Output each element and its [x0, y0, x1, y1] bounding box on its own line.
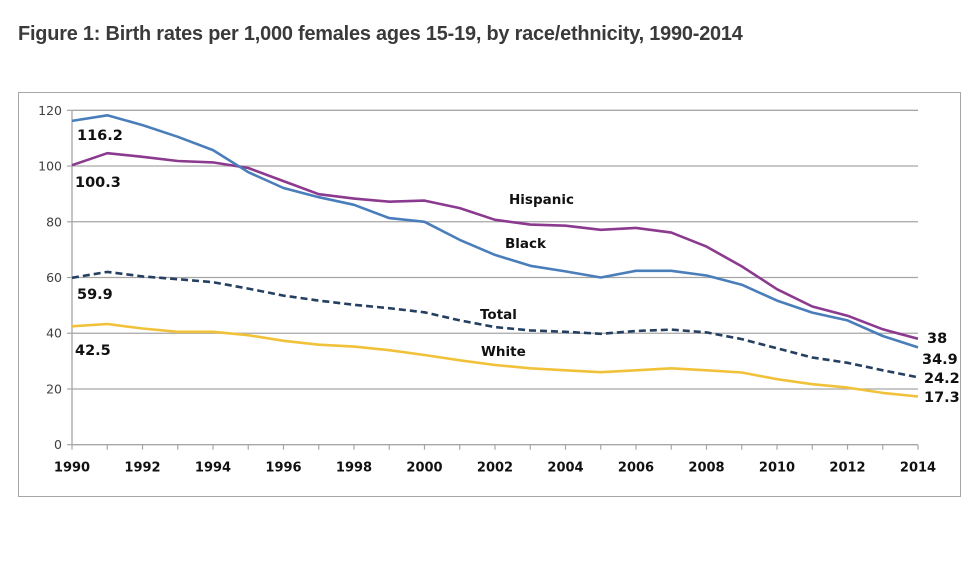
x-tick-label: 2014 — [900, 461, 936, 476]
series-line-black — [71, 114, 919, 349]
end-label-hispanic: 38 — [927, 331, 947, 347]
x-tick-label: 2012 — [829, 461, 865, 476]
series-label-white: White — [481, 344, 526, 360]
x-tick-label: 2002 — [477, 461, 513, 476]
series-label-total: Total — [480, 307, 517, 323]
x-tick-label: 1996 — [265, 461, 301, 476]
x-tick-label: 1998 — [336, 461, 372, 476]
x-tick-label: 2008 — [688, 461, 724, 476]
x-tick-label: 1990 — [54, 461, 90, 476]
figure-title: Figure 1: Birth rates per 1,000 females … — [18, 22, 743, 45]
x-tick-label: 2006 — [618, 461, 654, 476]
x-tick-label: 2004 — [547, 461, 583, 476]
y-tick-label: 100 — [38, 159, 62, 174]
series-line-hispanic — [71, 151, 919, 341]
y-tick-label: 20 — [46, 381, 62, 396]
y-tick-label: 80 — [46, 214, 62, 229]
start-label-hispanic: 100.3 — [75, 175, 121, 191]
start-label-white: 42.5 — [75, 343, 111, 359]
annotations: 116.2 100.3 59.9 42.5 38 34.9 24.2 17.3 … — [75, 128, 960, 406]
x-tick-label: 2010 — [759, 461, 795, 476]
gridlines — [72, 109, 918, 390]
series-line-total — [71, 270, 919, 379]
x-tick-label: 2000 — [406, 461, 442, 476]
end-label-white: 17.3 — [924, 390, 960, 406]
y-tick-label: 40 — [46, 326, 62, 341]
x-tick-label: 1994 — [195, 461, 231, 476]
start-label-total: 59.9 — [77, 287, 113, 303]
series-label-hispanic: Hispanic — [509, 192, 574, 208]
series-line-white — [71, 322, 919, 398]
axes: 0 20 40 60 80 100 120 1990 1992 1994 1996 1998 2000 2… — [38, 103, 936, 476]
end-label-total: 24.2 — [924, 371, 960, 387]
y-tick-label: 0 — [54, 437, 62, 452]
x-tick-label: 1992 — [124, 461, 160, 476]
series-lines — [71, 114, 919, 398]
start-label-black: 116.2 — [77, 128, 123, 144]
y-tick-label: 120 — [38, 103, 62, 118]
y-tick-label: 60 — [46, 270, 62, 285]
end-label-black: 34.9 — [922, 352, 958, 368]
series-label-black: Black — [505, 236, 547, 252]
